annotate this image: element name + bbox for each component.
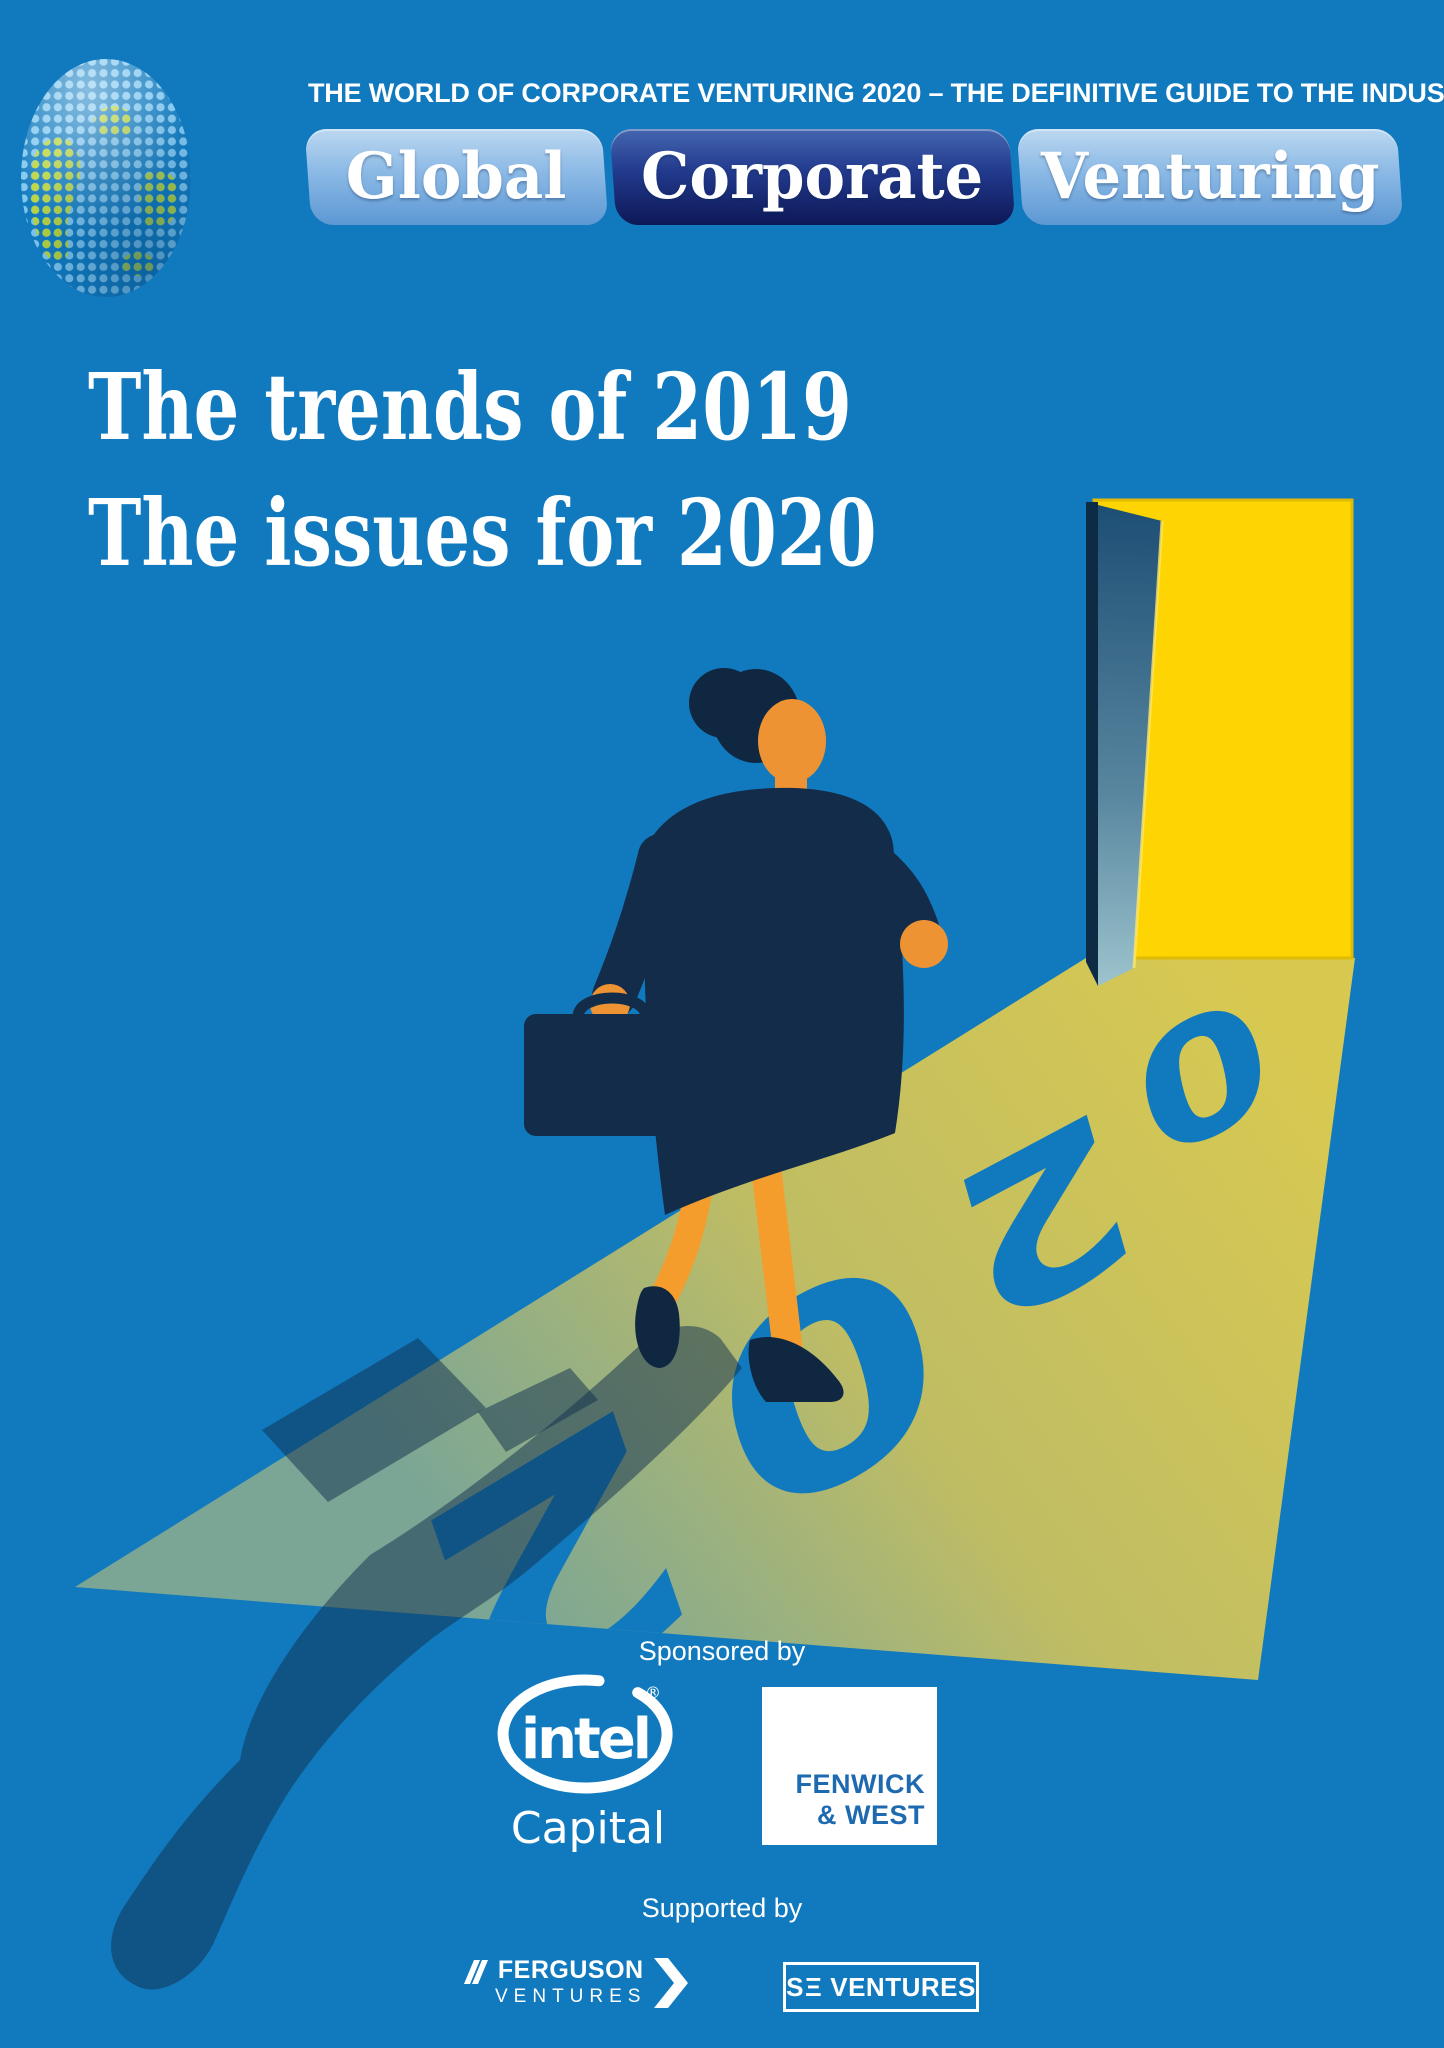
se-prefix: S xyxy=(786,1971,805,2002)
ferguson-sub: VENTURES xyxy=(495,1986,647,2007)
ferguson-chevron-icon xyxy=(654,1958,689,2008)
brand-word: Global xyxy=(346,139,567,214)
fenwick-line-1: FENWICK xyxy=(795,1769,925,1799)
woman-shadow xyxy=(111,1325,743,1990)
tagline: THE WORLD OF CORPORATE VENTURING 2020 – … xyxy=(308,78,1444,108)
businesswoman-figure xyxy=(524,668,948,1402)
open-door xyxy=(1086,498,1354,986)
face xyxy=(758,699,826,783)
cover-headline: The trends of 2019 The issues for 2020 xyxy=(88,344,1099,596)
fenwick-west-logo: FENWICK & WEST xyxy=(762,1687,937,1845)
intel-wordmark: intel xyxy=(521,1707,649,1772)
hair-bun xyxy=(689,668,759,738)
se-xi-glyph: Ξ xyxy=(805,1971,823,2002)
headline-line-2: The issues for 2020 xyxy=(88,479,877,587)
door-edge xyxy=(1086,502,1098,986)
back-shoe xyxy=(635,1286,680,1368)
brand-pill-global: Global xyxy=(304,129,609,225)
brand-pill-corporate: Corporate xyxy=(609,129,1016,225)
globe-logo xyxy=(21,59,191,297)
brand-pill-venturing: Venturing xyxy=(1016,129,1404,225)
light-path xyxy=(75,958,1355,1680)
brand-word: Corporate xyxy=(641,139,984,214)
ferguson-ventures-logo: FERGUSON VENTURES xyxy=(462,1956,689,2008)
suit xyxy=(643,787,904,1215)
se-ventures-logo: S Ξ VENTURES xyxy=(783,1962,979,2012)
ferguson-name: FERGUSON xyxy=(497,1956,644,1984)
registered-mark: ® xyxy=(645,1683,661,1702)
supported-by-label: Supported by xyxy=(641,1893,803,1923)
intel-capital-logo: intel ® Capital xyxy=(497,1674,673,1854)
briefcase xyxy=(524,1014,700,1136)
sponsored-by-label: Sponsored by xyxy=(638,1636,806,1666)
front-shoe xyxy=(748,1337,844,1402)
brand-word: Venturing xyxy=(1040,139,1380,214)
ferguson-slashes-icon xyxy=(464,1960,488,1984)
se-name: VENTURES xyxy=(830,1971,976,2002)
door-panel xyxy=(1098,505,1162,986)
fenwick-line-2: & WEST xyxy=(817,1800,925,1830)
intel-capital-sub: Capital xyxy=(511,1803,665,1854)
headline-line-1: The trends of 2019 xyxy=(88,353,852,461)
intel-swoosh xyxy=(497,1674,673,1794)
